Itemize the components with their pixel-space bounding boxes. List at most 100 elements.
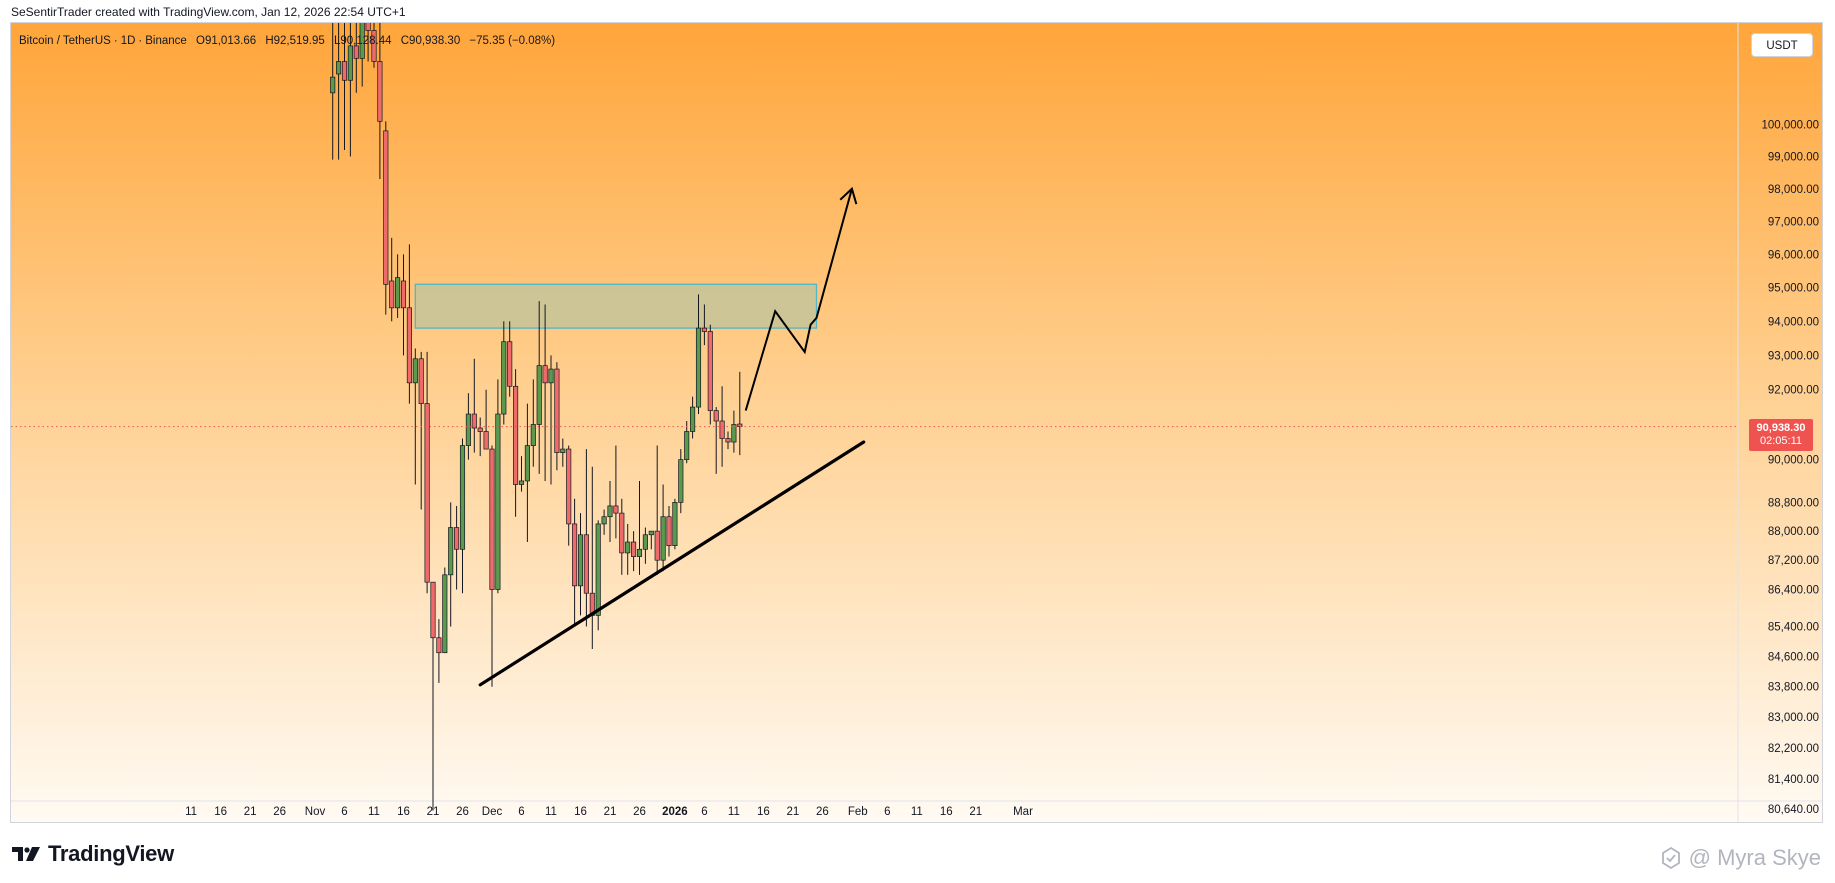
candle-body [737, 423, 743, 428]
bearish-candle [583, 449, 589, 627]
bullish-candle [625, 523, 631, 575]
candle-body [542, 365, 548, 384]
candle-body [572, 523, 578, 587]
bearish-candle [713, 407, 719, 474]
x-tick-label: 6 [518, 806, 524, 818]
candlestick-chart[interactable]: 11 16 21 26 Nov 6 11 16 21 26 Dec 6 11 16 21 26 2026 6 11 1… [11, 23, 1822, 822]
candle-body [341, 61, 348, 81]
candle-body [560, 448, 566, 453]
y-tick-label: 82,200.00 [1768, 743, 1819, 755]
bullish-candle [548, 355, 554, 485]
bullish-candle [448, 502, 454, 627]
bearish-candle [737, 371, 743, 456]
x-tick-label: 6 [341, 806, 347, 818]
legend-symbol[interactable]: Bitcoin / TetherUS [19, 35, 111, 47]
x-tick-label: Feb [848, 806, 868, 818]
candle-body [371, 30, 377, 62]
x-tick-label: Nov [305, 806, 326, 818]
y-tick-label: 85,400.00 [1768, 622, 1819, 634]
bearish-candle [436, 619, 442, 683]
bullish-candle [636, 480, 643, 575]
legend-open: O91,013.66 [196, 35, 257, 47]
candle-body [666, 516, 672, 546]
bearish-candle [554, 362, 560, 471]
candle-body [365, 23, 371, 31]
bullish-candle [672, 498, 678, 550]
candle-body [465, 413, 471, 446]
chart-frame[interactable]: 11 16 21 26 Nov 6 11 16 21 26 Dec 6 11 16 21 26 2026 6 11 1… [10, 22, 1823, 823]
candle-body [448, 527, 454, 576]
y-tick-label: 81,400.00 [1768, 774, 1819, 786]
y-tick-label: 98,000.00 [1768, 184, 1819, 196]
tradingview-wordmark: TradingView [48, 841, 174, 866]
tradingview-logo[interactable]: TradingView [12, 840, 174, 868]
candle-body [430, 581, 436, 639]
y-tick-label: 100,000.00 [1761, 119, 1819, 131]
x-tick-label: Mar [1013, 806, 1033, 818]
candle-body [477, 427, 483, 432]
bearish-candle [377, 23, 383, 180]
bearish-candle [489, 445, 495, 687]
candle-body [524, 445, 530, 482]
candle-body [406, 307, 412, 384]
bearish-candle [619, 498, 625, 575]
symbol-legend: Bitcoin / TetherUS · 1D · Binance O91,013.66… [19, 35, 556, 47]
candle-body [530, 424, 536, 446]
candle-body [424, 403, 430, 583]
candle-body [625, 541, 631, 554]
x-tick-label: 16 [397, 806, 410, 818]
candle-body [619, 512, 625, 554]
legend-close: C90,938.30 [400, 35, 461, 47]
x-tick-label: 21 [604, 806, 617, 818]
bullish-candle [530, 379, 536, 467]
legend-interval[interactable]: 1D [120, 35, 136, 47]
candle-body [707, 331, 713, 411]
author-watermark: @ Myra Skye [1659, 845, 1821, 871]
bullish-candle [412, 348, 418, 485]
bearish-candle [389, 237, 395, 322]
x-tick-label: 11 [728, 806, 740, 818]
x-tick-label: 16 [574, 806, 587, 818]
candle-body [695, 327, 702, 408]
candle-body [471, 413, 477, 429]
bearish-candle [572, 498, 578, 627]
candle-body [660, 516, 666, 561]
watermark-badge-icon [1661, 846, 1680, 870]
candle-body [554, 368, 560, 453]
projection-path [744, 188, 853, 411]
y-tick-label: 93,000.00 [1768, 350, 1819, 362]
projection-arrowhead [839, 186, 858, 205]
x-tick-label: 2026 [662, 806, 688, 818]
candle-body [489, 448, 495, 590]
currency-selector[interactable]: USDT [1751, 33, 1813, 57]
bar-countdown: 02:05:11 [1759, 434, 1802, 447]
candle-body [566, 448, 572, 525]
candle-body [513, 385, 519, 485]
resistance-zone [414, 283, 818, 329]
bullish-candle [595, 520, 601, 631]
y-tick-label: 96,000.00 [1768, 249, 1819, 261]
bearish-candle [666, 505, 672, 557]
candle-body [548, 368, 554, 384]
y-tick-label: 88,000.00 [1768, 526, 1819, 538]
x-tick-label: 26 [633, 806, 646, 818]
x-tick-label: 26 [816, 806, 829, 818]
x-tick-label: 21 [244, 806, 257, 818]
y-tick-label: 90,000.00 [1768, 455, 1819, 467]
y-tick-label: 95,000.00 [1768, 283, 1819, 295]
y-tick-label: 83,800.00 [1768, 682, 1819, 694]
candle-body [672, 502, 678, 546]
candles-layer [11, 23, 1736, 811]
drawings-layer [478, 186, 866, 687]
x-tick-label: 26 [456, 806, 469, 818]
candle-body [713, 410, 719, 422]
candle-body [701, 327, 707, 332]
bullish-candle [601, 509, 607, 535]
bearish-candle [513, 369, 519, 517]
bullish-candle [395, 254, 401, 318]
candle-body [518, 480, 525, 485]
bullish-candle [560, 438, 566, 467]
x-tick-label: 21 [969, 806, 982, 818]
candle-body [389, 280, 395, 309]
candle-body [595, 523, 601, 616]
